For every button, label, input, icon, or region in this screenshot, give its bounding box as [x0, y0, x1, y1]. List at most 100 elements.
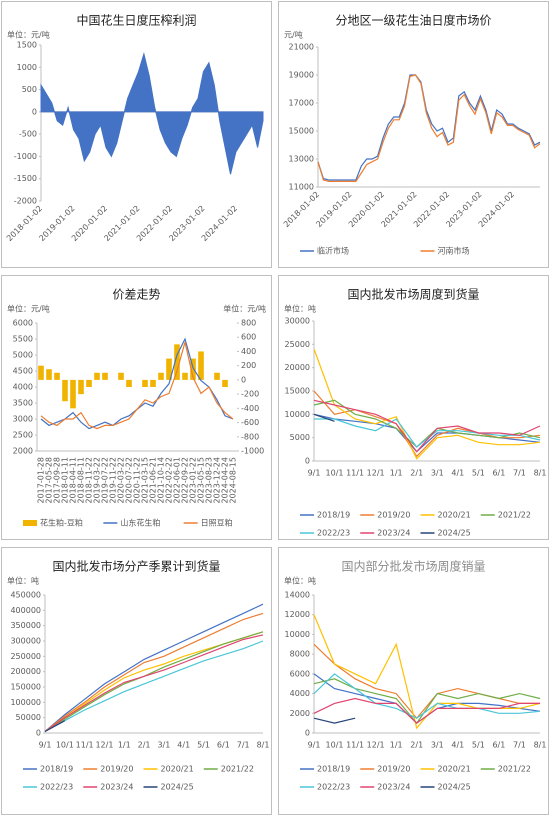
series-line	[313, 390, 541, 458]
y-tick-label: 4000	[13, 383, 33, 392]
y-tick-label: 500	[22, 85, 37, 94]
x-tick-label: 8/1	[534, 469, 547, 478]
y-tick-label: 0	[305, 457, 310, 466]
spread-bar	[118, 372, 124, 380]
spread-bar	[222, 379, 228, 387]
legend-label: 2019/20	[377, 511, 410, 520]
x-tick-label: 2020-03-22	[117, 457, 126, 504]
y-tick-label: 200000	[10, 667, 41, 676]
legend-label: 2018/19	[317, 765, 350, 774]
y-tick-label: 0	[305, 729, 310, 738]
y-tick-label: 10000	[285, 410, 310, 419]
y-tick-label: 3500	[13, 399, 33, 408]
x-tick-label: 8/1	[257, 741, 270, 750]
y-tick-label: 12000	[285, 610, 310, 619]
legend-label: 2022/23	[317, 529, 350, 538]
series-line	[313, 697, 540, 724]
series-line	[44, 634, 264, 732]
x-tick-label: 2019-03-22	[93, 457, 102, 504]
spread-bar	[46, 369, 52, 380]
x-tick-label: 2/1	[410, 741, 423, 750]
x-tick-label: 2/1	[138, 741, 151, 750]
y-tick-label: -500	[19, 130, 37, 139]
x-tick-label: 9/1	[308, 741, 321, 750]
y-tick-label: 30000	[285, 317, 310, 326]
y-tick-label: 4500	[13, 367, 33, 376]
x-tick-label: 2020-07-22	[125, 457, 134, 504]
chart-title: 价差走势	[112, 288, 160, 302]
y-tick-label: -1000	[14, 152, 37, 161]
y-tick-label: 6000	[13, 319, 33, 328]
y2-tick-label: 800	[241, 319, 256, 328]
legend-label: 2018/19	[317, 511, 350, 520]
x-tick-label: 3/1	[157, 741, 170, 750]
y-axis-label: 单位：吨	[7, 576, 39, 586]
y-tick-label: 100000	[10, 698, 41, 707]
x-tick-label: 2024-04-24	[221, 457, 230, 504]
y-tick-label: 15000	[285, 387, 310, 396]
x-tick-label: 5/1	[197, 741, 210, 750]
x-tick-label: 8/1	[534, 741, 547, 750]
x-tick-label: 2023-05-15	[197, 457, 206, 504]
series-line	[313, 399, 541, 453]
y-tick-label: 300000	[10, 637, 41, 646]
x-tick-label: 3/1	[431, 469, 444, 478]
x-tick-label: 2/1	[410, 469, 423, 478]
legend-label: 2024/25	[438, 783, 471, 792]
spread-bar	[158, 372, 164, 380]
x-tick-label: 1/1	[390, 469, 403, 478]
x-tick-label: 2021-10-14	[157, 457, 166, 504]
legend-label: 河南市场	[438, 246, 470, 256]
x-tick-label: 2022-02-22	[165, 457, 174, 504]
y-axis-label: 单位：元/吨	[7, 304, 50, 314]
x-tick-label: 10/1	[326, 741, 344, 750]
spread-bar	[70, 379, 76, 409]
x-tick-label: 2024-08-15	[229, 457, 238, 504]
x-tick-label: 2018-08-11	[77, 457, 86, 504]
legend-label: 2023/24	[377, 783, 410, 792]
y-tick-label: 5000	[13, 351, 33, 360]
x-tick-label: 2018-04-11	[69, 457, 78, 504]
panel-frame	[1, 275, 272, 540]
series-line	[44, 603, 264, 732]
x-tick-label: 1/1	[118, 741, 131, 750]
series-line	[313, 678, 541, 725]
spread-bar	[86, 379, 92, 387]
x-tick-label: 7/1	[513, 469, 526, 478]
x-tick-label: 1/1	[390, 741, 403, 750]
spread-bar	[198, 351, 204, 380]
x-tick-label: 2023-08-23	[205, 457, 214, 504]
spread-bar	[214, 372, 220, 380]
series-line	[40, 342, 234, 430]
y-tick-label: 15000	[289, 127, 314, 136]
x-tick-label: 10/1	[56, 741, 74, 750]
series-line	[317, 74, 541, 182]
y-tick-label: 250000	[10, 652, 41, 661]
y-tick-label: 50000	[16, 713, 41, 722]
y-tick-label: -1500	[14, 174, 37, 183]
y2-tick-label: -400	[241, 404, 259, 413]
legend-label: 山东花生粕	[120, 518, 160, 528]
x-tick-label: 3/1	[431, 741, 444, 750]
panel-frame	[1, 547, 272, 815]
legend-label: 2021/22	[498, 765, 531, 774]
panel-frame	[278, 275, 549, 540]
legend-label: 2019/20	[377, 765, 410, 774]
series-line	[313, 413, 335, 422]
legend-label: 2021/22	[221, 765, 254, 774]
y-tick-label: 0	[32, 107, 37, 116]
spread-bar	[62, 379, 68, 402]
series-line	[314, 418, 541, 448]
legend-label: 2022/23	[317, 783, 350, 792]
x-tick-label: 2017-05-28	[45, 457, 54, 504]
series-line	[44, 640, 264, 733]
x-tick-label: 7/1	[513, 741, 526, 750]
y-tick-label: 0	[36, 729, 41, 738]
y-tick-label: 11000	[289, 183, 314, 192]
legend-label: 日照豆粕	[201, 518, 233, 528]
